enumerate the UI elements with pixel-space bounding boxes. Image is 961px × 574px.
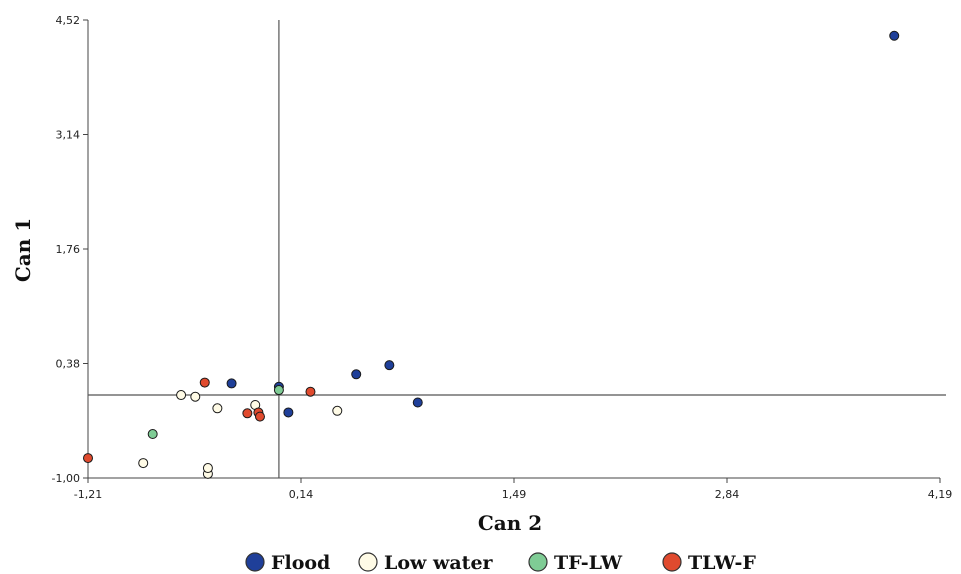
reference-lines — [88, 20, 946, 478]
data-point-low-water — [202, 463, 213, 474]
data-point-tf-lw — [273, 385, 284, 396]
y-tick-label: 3,14 — [56, 129, 81, 142]
y-tick-label: 1,76 — [56, 243, 81, 256]
legend-label-flood: Flood — [271, 552, 330, 574]
data-point-low-water — [138, 458, 149, 469]
legend-label-low-water: Low water — [384, 552, 494, 574]
x-axis-title: Can 2 — [478, 511, 542, 535]
y-tick-label: 4,52 — [56, 14, 81, 27]
data-point-flood — [384, 360, 395, 371]
legend-marker-tf-lw — [528, 552, 548, 572]
data-point-tf-lw — [147, 429, 158, 440]
data-point-tlw-f — [242, 408, 253, 419]
data-point-tlw-f — [199, 377, 210, 388]
x-tick-label: 1,49 — [502, 488, 527, 501]
tick-labels: 4,52 3,14 1,76 0,38 -1,00 -1,21 0,14 1,49 2,84 4,… — [52, 14, 953, 501]
x-tick-label: -1,21 — [74, 488, 102, 501]
data-point-tlw-f — [254, 411, 265, 422]
legend-label-tf-lw: TF-LW — [554, 552, 623, 574]
x-tick-label: 0,14 — [289, 488, 314, 501]
x-tick-label: 4,19 — [928, 488, 953, 501]
data-point-low-water — [212, 403, 223, 414]
data-point-flood — [889, 30, 900, 41]
data-point-low-water — [332, 405, 343, 416]
legend-marker-flood — [245, 552, 265, 572]
y-axis-title: Can 1 — [11, 218, 35, 282]
data-point-flood — [226, 378, 237, 389]
y-tick-label: 0,38 — [56, 358, 81, 371]
data-point-flood — [351, 369, 362, 380]
data-point-flood — [412, 397, 423, 408]
data-point-tlw-f — [305, 386, 316, 397]
x-tick-label: 2,84 — [715, 488, 740, 501]
data-point-low-water — [176, 390, 187, 401]
legend-marker-tlw-f — [662, 552, 682, 572]
data-point-low-water — [190, 391, 201, 402]
data-point-flood — [283, 407, 294, 418]
y-tick-label: -1,00 — [52, 472, 80, 485]
legend: Flood Low water TF-LW TLW-F — [245, 552, 756, 574]
legend-marker-low-water — [358, 552, 378, 572]
data-point-tlw-f — [83, 453, 93, 464]
data-points — [83, 30, 900, 479]
legend-label-tlw-f: TLW-F — [688, 552, 756, 574]
